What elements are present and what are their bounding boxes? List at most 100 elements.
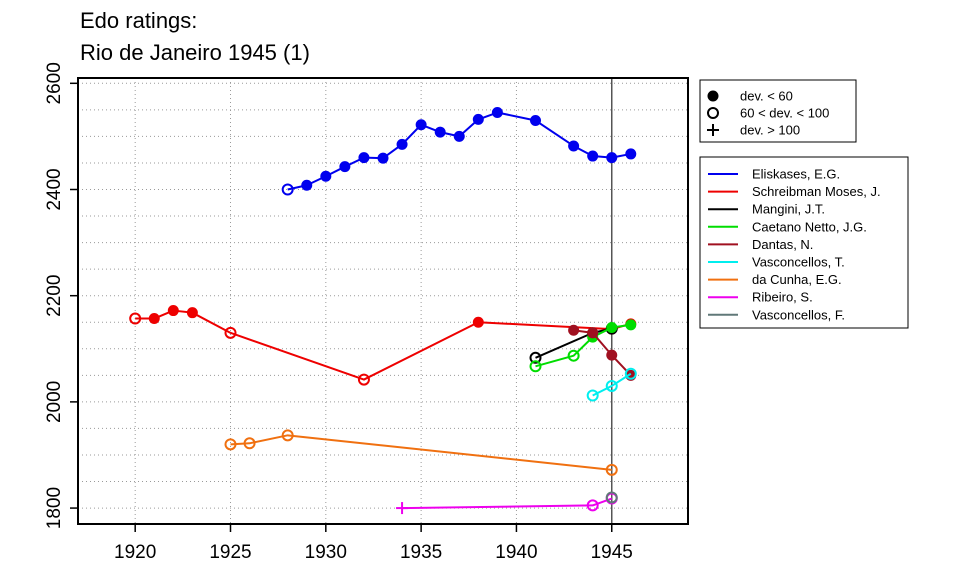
series-legend-item-4: Dantas, N. <box>708 237 813 252</box>
chart-title-line-1: Edo ratings: <box>80 8 198 33</box>
marker-legend-label: dev. > 100 <box>740 123 800 138</box>
series-8 <box>605 491 618 504</box>
data-point-6-1 <box>243 437 256 450</box>
data-point-7-0 <box>396 502 409 515</box>
data-point-1-1 <box>148 313 160 325</box>
marker-legend-symbol <box>707 90 719 102</box>
series-line-5 <box>592 372 632 397</box>
chart-title-line-2: Rio de Janeiro 1945 (1) <box>80 40 310 65</box>
data-point-0-5 <box>377 152 389 164</box>
marker-legend-label: dev. < 60 <box>740 89 793 104</box>
data-point-5-2 <box>624 367 637 380</box>
data-point-5-0 <box>586 389 599 402</box>
data-point-3-4 <box>625 319 637 331</box>
y-tick-label: 2400 <box>44 168 65 210</box>
data-point-1-6 <box>472 316 484 328</box>
data-point-0-9 <box>453 130 465 142</box>
data-point-0-6 <box>396 138 408 150</box>
series-0 <box>281 107 637 196</box>
data-point-0-15 <box>606 152 618 164</box>
data-point-6-3 <box>605 463 618 476</box>
axes: 1920 1925 1930 1935 1940 1945 1800 2000 2200 2400… <box>44 62 633 563</box>
series-legend-item-1: Schreibman Moses, J. <box>708 184 881 199</box>
series-legend-label: da Cunha, E.G. <box>752 272 842 287</box>
series-legend-item-0: Eliskases, E.G. <box>708 167 840 182</box>
series-layer <box>129 107 637 515</box>
data-point-7-1 <box>586 499 599 512</box>
series-legend-label: Eliskases, E.G. <box>752 167 840 182</box>
series-legend-label: Vasconcellos, T. <box>752 255 845 270</box>
series-legend-item-8: Vasconcellos, F. <box>708 307 845 322</box>
plot-frame <box>77 77 689 525</box>
data-point-3-0 <box>529 360 542 373</box>
marker-legend-symbol <box>707 107 719 119</box>
series-legend-box <box>699 156 909 329</box>
series-7 <box>396 492 618 515</box>
series-legend-item-6: da Cunha, E.G. <box>708 272 842 287</box>
data-point-0-3 <box>339 161 351 173</box>
series-legend-item-5: Vasconcellos, T. <box>708 255 845 270</box>
x-tick-label: 1940 <box>495 542 537 563</box>
data-point-3-1 <box>567 349 580 362</box>
series-line-7 <box>402 497 613 510</box>
series-legend-item-7: Ribeiro, S. <box>708 290 813 305</box>
data-point-0-14 <box>587 150 599 162</box>
x-tick-label: 1930 <box>305 542 347 563</box>
series-legend-label: Vasconcellos, F. <box>752 307 845 322</box>
data-point-1-2 <box>167 305 179 317</box>
data-point-1-4 <box>224 326 237 339</box>
x-tick-label: 1925 <box>209 542 251 563</box>
marker-legend-box <box>699 79 857 143</box>
data-point-0-0 <box>281 183 294 196</box>
data-point-4-1 <box>587 327 599 339</box>
data-point-0-7 <box>415 119 427 131</box>
data-point-0-1 <box>301 179 313 191</box>
data-point-8-0 <box>605 491 618 504</box>
series-line-1 <box>135 309 632 381</box>
y-tick-label: 2600 <box>44 62 65 104</box>
series-line-4 <box>573 329 632 377</box>
data-point-2-0 <box>529 351 542 364</box>
data-point-0-10 <box>472 113 484 125</box>
data-point-0-12 <box>530 114 541 126</box>
data-point-1-3 <box>186 307 198 319</box>
x-tick-label: 1945 <box>591 542 633 563</box>
series-line-0 <box>287 111 632 191</box>
y-tick-label: 2200 <box>44 275 65 317</box>
marker-legend-label: 60 < dev. < 100 <box>740 106 829 121</box>
series-line-6 <box>230 434 612 471</box>
data-point-5-1 <box>605 379 618 392</box>
data-point-6-2 <box>281 429 294 442</box>
series-legend-label: Ribeiro, S. <box>752 290 813 305</box>
y-tick-label: 1800 <box>44 487 65 529</box>
marker-legend-item-1: 60 < dev. < 100 <box>707 106 829 121</box>
marker-legend-symbol <box>707 124 719 136</box>
series-legend-item-3: Caetano Netto, J.G. <box>708 219 867 234</box>
data-point-0-13 <box>568 140 580 152</box>
data-point-0-2 <box>320 170 332 182</box>
data-point-3-3 <box>606 322 618 334</box>
series-legend-label: Dantas, N. <box>752 237 813 252</box>
data-point-4-0 <box>568 324 580 336</box>
data-point-0-8 <box>434 126 446 138</box>
data-point-1-0 <box>129 312 142 325</box>
series-legend-label: Schreibman Moses, J. <box>752 184 881 199</box>
x-tick-label: 1935 <box>400 542 442 563</box>
data-point-6-0 <box>224 438 237 451</box>
series-5 <box>586 367 637 402</box>
y-tick-label: 2000 <box>44 381 65 423</box>
data-point-0-4 <box>358 152 370 164</box>
series-legend-label: Mangini, J.T. <box>752 202 825 217</box>
x-tick-label: 1920 <box>114 542 156 563</box>
legends: dev. < 60 60 < dev. < 100 dev. > 100 Eliska… <box>699 79 909 329</box>
series-legend-item-2: Mangini, J.T. <box>708 202 825 217</box>
data-point-1-5 <box>357 373 370 386</box>
marker-legend-item-0: dev. < 60 <box>707 89 793 104</box>
series-6 <box>224 429 618 476</box>
data-point-0-16 <box>625 148 637 160</box>
data-point-0-11 <box>491 107 503 119</box>
data-point-4-2 <box>606 349 618 361</box>
marker-legend-item-2: dev. > 100 <box>707 123 800 138</box>
series-1 <box>129 305 637 386</box>
